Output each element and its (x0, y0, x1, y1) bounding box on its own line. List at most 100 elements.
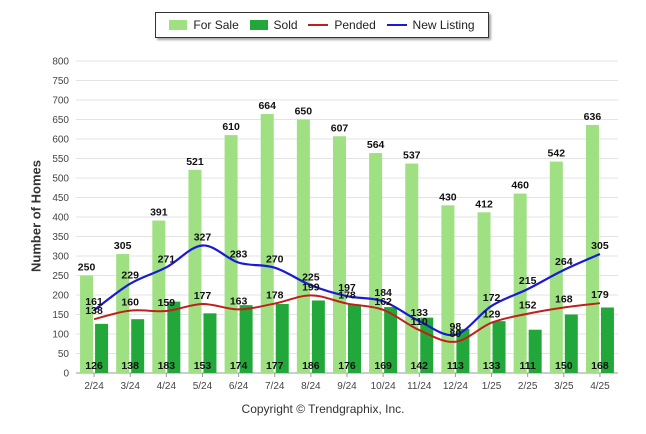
x-tick-label: 2/24 (84, 381, 104, 392)
bar-for-sale (369, 153, 383, 373)
pended-swatch (308, 24, 329, 26)
bar-for-sale (549, 161, 563, 373)
pended-value-label: 160 (121, 297, 139, 309)
sold-value-label: 111 (519, 360, 536, 372)
x-tick-label: 4/25 (590, 381, 610, 392)
sold-value-label: 168 (591, 360, 609, 372)
y-tick-label: 250 (52, 271, 69, 282)
new-listing-value-label: 133 (411, 307, 429, 319)
pended-value-label: 159 (158, 297, 176, 309)
y-tick-label: 750 (52, 76, 69, 87)
pended-value-label: 177 (194, 290, 212, 302)
pended-value-label: 178 (266, 290, 284, 302)
legend-label-sold: Sold (273, 18, 298, 32)
bar-for-sale (188, 169, 202, 373)
bar-for-sale (441, 205, 455, 373)
y-tick-label: 0 (63, 369, 69, 380)
legend-item-for-sale: For Sale (169, 18, 239, 32)
for-sale-value-label: 610 (222, 121, 240, 133)
y-tick-label: 600 (52, 135, 69, 146)
x-tick-label: 1/25 (482, 381, 502, 392)
bar-sold (239, 305, 253, 373)
bar-sold (95, 323, 109, 373)
bar-sold (203, 313, 217, 373)
sold-value-label: 186 (302, 360, 320, 372)
sold-value-label: 169 (374, 360, 392, 372)
bar-sold (311, 300, 325, 373)
y-tick-label: 700 (52, 96, 69, 107)
pended-value-label: 162 (374, 296, 392, 308)
bar-sold (167, 301, 181, 373)
sold-value-label: 150 (555, 360, 573, 372)
pended-value-label: 199 (302, 281, 320, 293)
legend-label-new-listing: New Listing (412, 18, 475, 32)
sold-value-label: 174 (230, 360, 248, 372)
legend-item-sold: Sold (249, 18, 298, 32)
for-sale-value-label: 607 (331, 122, 349, 134)
for-sale-value-label: 537 (403, 150, 421, 162)
new-listing-value-label: 264 (555, 256, 573, 268)
chart-legend: For Sale Sold Pended New Listing (155, 12, 489, 38)
x-tick-label: 4/24 (157, 381, 177, 392)
y-tick-label: 650 (52, 115, 69, 126)
sold-value-label: 113 (447, 360, 464, 372)
pended-value-label: 163 (230, 295, 248, 307)
for-sale-value-label: 542 (548, 148, 566, 160)
new-listing-value-label: 184 (374, 287, 392, 299)
for-sale-value-label: 564 (367, 139, 385, 151)
new-listing-value-label: 161 (85, 296, 103, 308)
for-sale-value-label: 460 (511, 180, 529, 192)
x-tick-label: 3/25 (554, 381, 574, 392)
for-sale-value-label: 391 (150, 207, 168, 219)
bar-for-sale (224, 135, 238, 373)
bar-for-sale (296, 119, 310, 373)
bar-for-sale (405, 163, 419, 373)
x-tick-label: 9/24 (337, 381, 357, 392)
x-tick-label: 7/24 (265, 381, 285, 392)
new-listing-swatch (386, 24, 407, 26)
bar-for-sale (116, 254, 130, 373)
pended-value-label: 178 (338, 290, 356, 302)
y-tick-label: 500 (52, 174, 69, 185)
legend-label-pended: Pended (334, 18, 376, 32)
y-tick-label: 50 (58, 349, 70, 360)
x-tick-label: 3/24 (120, 381, 140, 392)
for-sale-value-label: 664 (258, 100, 276, 112)
bar-for-sale (333, 136, 346, 373)
sold-value-label: 177 (266, 360, 284, 372)
new-listing-value-label: 225 (302, 271, 320, 283)
for-sale-value-label: 636 (584, 111, 602, 123)
sold-swatch (249, 20, 268, 30)
new-listing-line (93, 244, 601, 337)
x-tick-label: 8/24 (301, 381, 321, 392)
for-sale-value-label: 305 (114, 240, 132, 252)
new-listing-value-label: 172 (483, 292, 501, 304)
x-tick-label: 12/24 (443, 381, 468, 392)
bar-sold (131, 319, 145, 373)
bar-for-sale (152, 220, 166, 373)
bar-for-sale (585, 124, 599, 374)
for-sale-value-label: 650 (295, 106, 313, 118)
y-tick-label: 350 (52, 232, 69, 243)
bar-sold (564, 314, 578, 373)
x-tick-label: 10/24 (371, 381, 396, 392)
for-sale-value-label: 521 (186, 156, 204, 168)
x-tick-label: 2/25 (518, 381, 538, 392)
bar-sold (492, 321, 506, 373)
for-sale-value-label: 250 (78, 262, 96, 274)
bar-sold (528, 329, 542, 373)
y-tick-label: 200 (52, 291, 69, 302)
sold-value-label: 133 (483, 360, 501, 372)
y-tick-label: 100 (52, 330, 69, 341)
legend-label-for-sale: For Sale (193, 18, 239, 32)
y-tick-label: 400 (52, 213, 69, 224)
for-sale-swatch (169, 20, 188, 30)
x-tick-label: 11/24 (407, 381, 432, 392)
bar-sold (600, 307, 614, 373)
new-listing-value-label: 229 (121, 270, 139, 282)
pended-value-label: 152 (519, 300, 537, 312)
sold-value-label: 138 (121, 360, 139, 372)
new-listing-value-label: 215 (519, 275, 537, 287)
sold-value-label: 126 (85, 360, 103, 372)
